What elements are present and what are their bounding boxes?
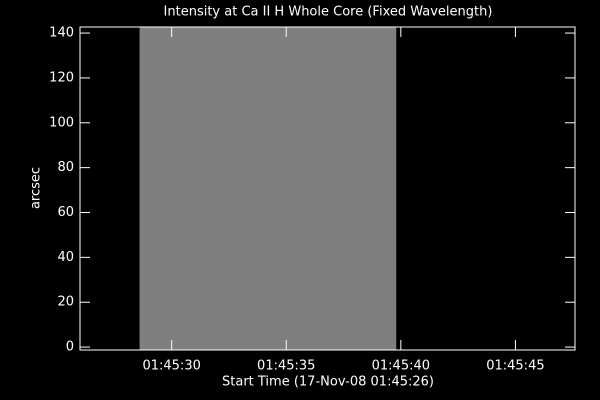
intensity-image: [139, 27, 397, 350]
x-tick-label: 01:45:35: [257, 359, 315, 374]
y-tick-label: 140: [49, 26, 74, 41]
y-tick-label: 60: [57, 205, 74, 220]
y-tick-label: 0: [66, 340, 74, 355]
y-tick-label: 20: [57, 295, 74, 310]
x-tick-label: 01:45:40: [372, 359, 430, 374]
y-tick-label: 40: [57, 250, 74, 265]
y-tick-label: 80: [57, 160, 74, 175]
y-tick-label: 120: [49, 70, 74, 85]
x-axis-label: Start Time (17-Nov-08 01:45:26): [222, 375, 434, 390]
plot-frame: [79, 26, 576, 351]
x-tick-label: 01:45:45: [486, 359, 544, 374]
y-axis-label: arcsec: [29, 167, 44, 209]
chart-title: Intensity at Ca II H Whole Core (Fixed W…: [164, 5, 493, 20]
x-tick-label: 01:45:30: [142, 359, 200, 374]
y-tick-label: 100: [49, 115, 74, 130]
